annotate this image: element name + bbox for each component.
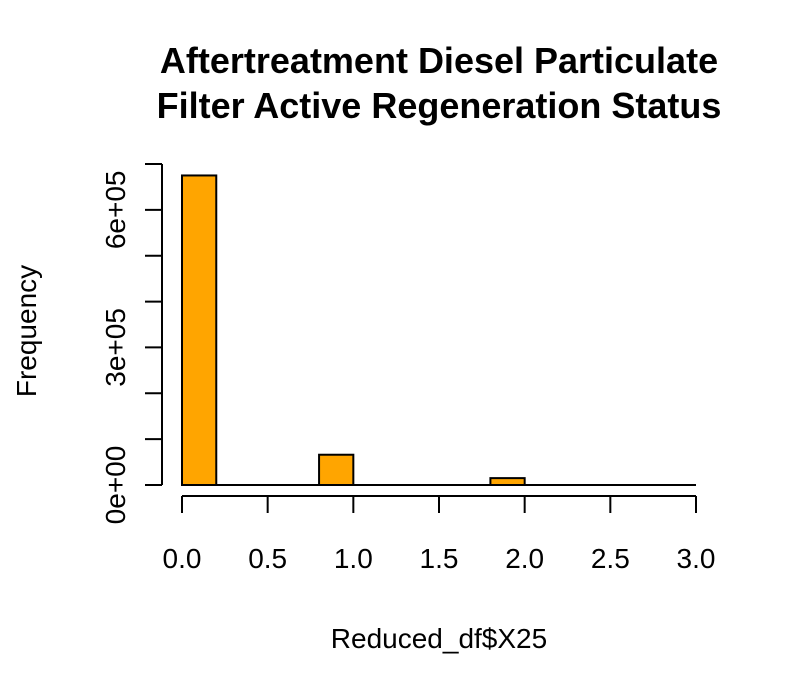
histogram-bar-0 [181, 174, 218, 486]
histogram-bar-1 [318, 453, 355, 486]
y-tick-label-6: 6e+05 [100, 171, 131, 250]
x-tick-label-6: 3.0 [677, 543, 716, 574]
y-tick-label-0: 0e+00 [100, 446, 131, 525]
y-axis: 0e+00 3e+05 6e+05 [100, 163, 163, 525]
y-axis-label: Frequency [11, 265, 42, 397]
y-tick-label-3: 3e+05 [100, 308, 131, 387]
x-tick-label-0: 0.0 [163, 543, 202, 574]
chart-title-line-2: Filter Active Regeneration Status [157, 85, 722, 126]
x-tick-label-3: 1.5 [420, 543, 459, 574]
x-tick-label-2: 1.0 [334, 543, 373, 574]
bars-layer [181, 174, 696, 487]
x-axis-label: Reduced_df$X25 [331, 623, 547, 654]
x-tick-label-1: 0.5 [248, 543, 287, 574]
x-axis: 0.0 0.5 1.0 1.5 2.0 2.5 3.0 [163, 495, 716, 574]
histogram-bar-2 [489, 477, 526, 487]
x-tick-label-4: 2.0 [505, 543, 544, 574]
x-tick-label-5: 2.5 [591, 543, 630, 574]
chart-title-line-1: Aftertreatment Diesel Particulate [160, 40, 718, 81]
